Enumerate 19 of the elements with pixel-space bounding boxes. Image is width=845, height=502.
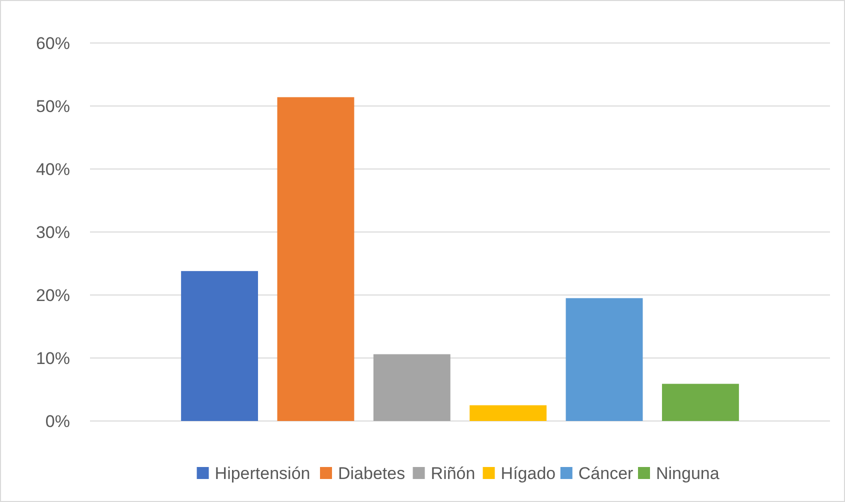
bar — [181, 271, 258, 421]
legend-label: Hígado — [500, 464, 556, 483]
bar — [373, 354, 450, 421]
y-tick-label: 40% — [36, 160, 70, 179]
y-tick-label: 10% — [36, 348, 70, 368]
bar — [470, 405, 547, 421]
y-tick-label: 30% — [36, 222, 70, 242]
y-tick-label: 60% — [36, 34, 70, 53]
bar — [662, 384, 739, 421]
legend-label: Riñón — [430, 464, 476, 483]
legend-label: Ninguna — [656, 464, 720, 483]
bar — [277, 97, 354, 421]
y-tick-label: 50% — [36, 96, 70, 116]
legend-label: Hipertensión — [214, 464, 310, 483]
legend-label: Cáncer — [578, 464, 634, 483]
legend-label: Diabetes — [338, 464, 406, 483]
bar — [566, 298, 643, 421]
y-tick-label: 0% — [45, 412, 70, 431]
y-tick-label: 20% — [36, 286, 70, 305]
